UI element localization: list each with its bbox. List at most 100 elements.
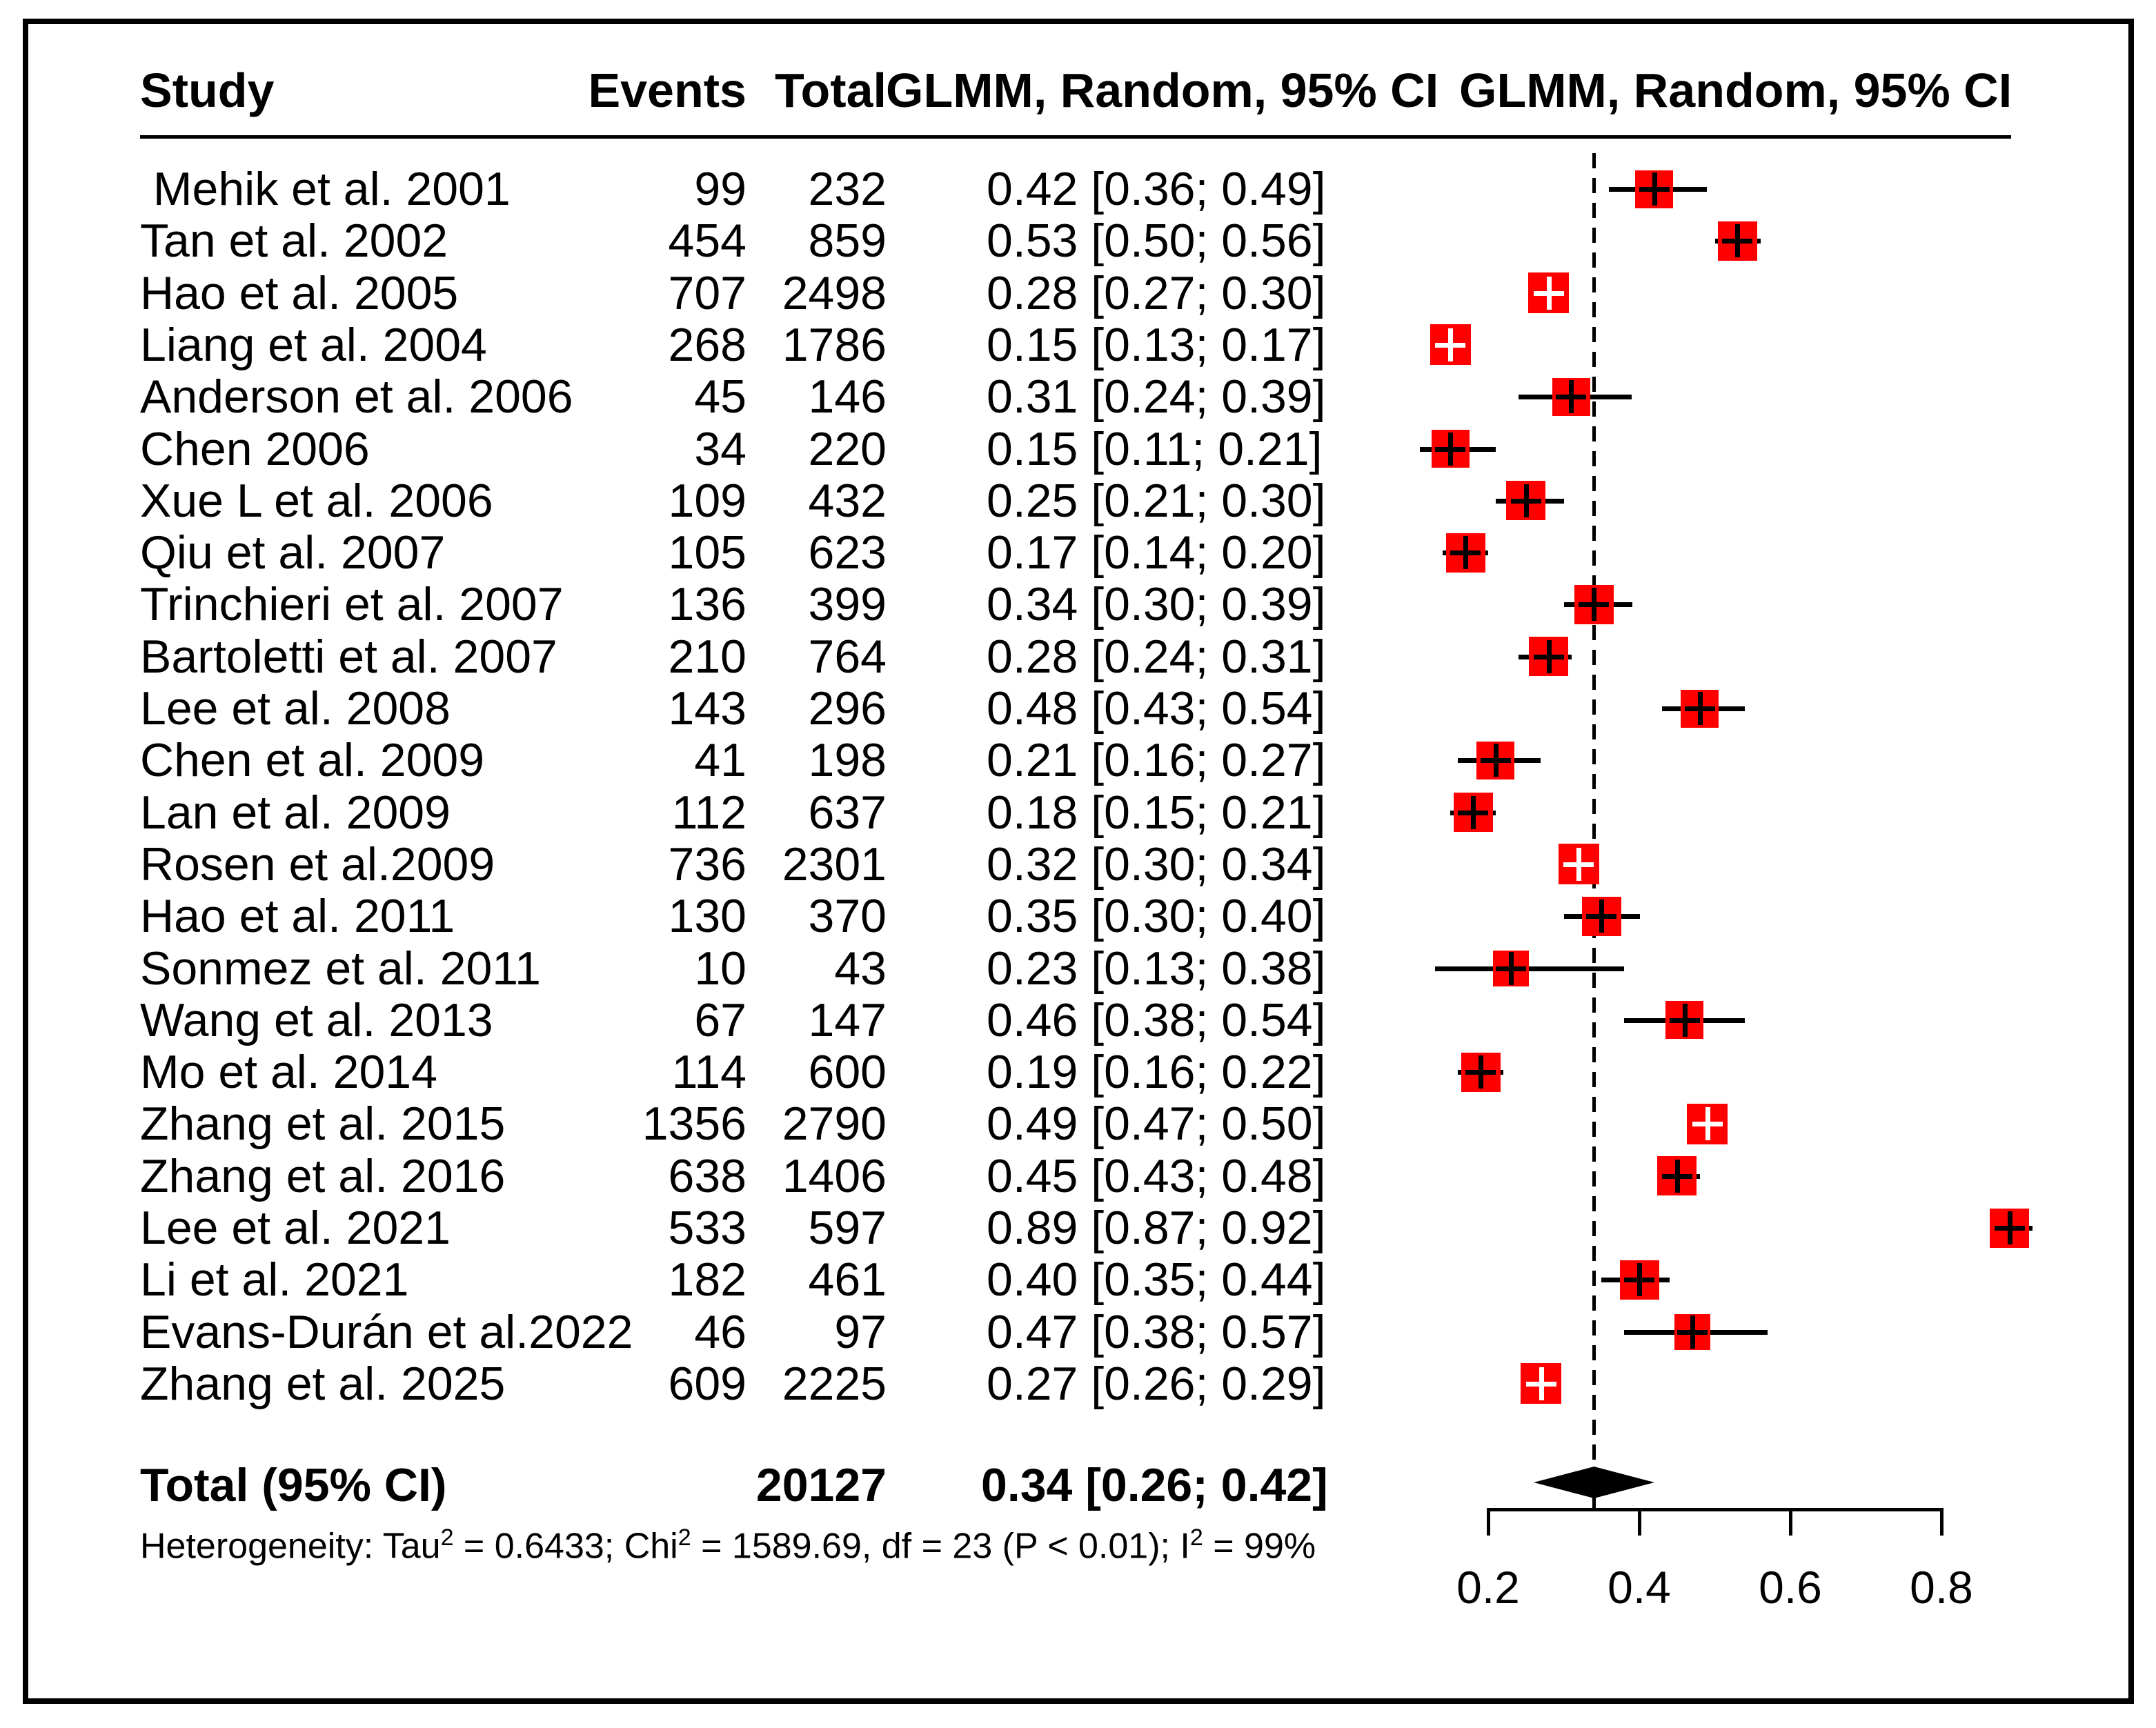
study-label: Qiu et al. 2007	[140, 526, 446, 579]
column-header-events: Events	[588, 63, 746, 117]
x-axis-tick-label: 0.6	[1759, 1562, 1822, 1613]
total-value: 600	[808, 1046, 887, 1098]
events-value: 143	[668, 682, 746, 735]
ci-text-value: 0.31 [0.24; 0.39]	[987, 370, 1326, 423]
het-sup: 2	[1189, 1525, 1203, 1551]
column-header-forest: GLMM, Random, 95% CI	[1459, 63, 2012, 117]
total-value: 859	[808, 215, 887, 267]
study-label: Anderson et al. 2006	[140, 370, 573, 423]
study-label: Bartoletti et al. 2007	[140, 630, 557, 683]
study-label: Hao et al. 2005	[140, 267, 459, 319]
events-value: 109	[668, 475, 746, 527]
het-sup: 2	[678, 1525, 691, 1551]
study-label: Li et al. 2021	[140, 1253, 409, 1306]
total-value: 461	[808, 1253, 887, 1306]
total-value: 637	[808, 786, 887, 839]
study-label: Lee et al. 2008	[140, 682, 451, 735]
total-row-total: 20127	[755, 1459, 887, 1511]
het-text: = 1589.69, df = 23 (P < 0.01); I	[691, 1526, 1190, 1567]
ci-text-value: 0.48 [0.43; 0.54]	[987, 682, 1326, 735]
total-value: 232	[808, 163, 887, 215]
x-axis-tick	[1638, 1508, 1641, 1536]
column-header-study: Study	[140, 63, 275, 117]
estimate-plus-marker	[1458, 811, 1488, 815]
study-label: Sonmez et al. 2011	[140, 942, 541, 995]
ci-whisker-line	[1435, 966, 1624, 971]
het-text: = 99%	[1203, 1526, 1316, 1567]
total-value: 2301	[782, 838, 887, 891]
total-value: 597	[808, 1202, 887, 1254]
total-value: 198	[808, 734, 887, 786]
events-value: 136	[668, 578, 746, 630]
study-label: Mehik et al. 2001	[140, 163, 511, 215]
events-value: 10	[694, 942, 746, 995]
estimate-plus-marker	[1556, 395, 1586, 399]
events-value: 105	[668, 526, 746, 579]
study-label: Tan et al. 2002	[140, 215, 448, 267]
heterogeneity-note: Heterogeneity: Tau2 = 0.6433; Chi2 = 158…	[140, 1526, 1316, 1564]
total-value: 146	[808, 370, 887, 423]
total-value: 2225	[782, 1358, 887, 1410]
total-value: 764	[808, 630, 887, 683]
estimate-plus-marker	[1692, 1122, 1723, 1126]
estimate-plus-marker	[1563, 862, 1594, 867]
ci-text-value: 0.42 [0.36; 0.49]	[987, 163, 1326, 215]
events-value: 609	[668, 1358, 746, 1410]
estimate-plus-marker	[1481, 758, 1511, 763]
pooled-estimate-dashed-line	[1592, 153, 1596, 1508]
events-value: 1356	[642, 1098, 746, 1150]
events-value: 45	[694, 370, 746, 423]
estimate-plus-marker	[1662, 1174, 1692, 1179]
study-label: Evans-Durán et al.2022	[140, 1306, 633, 1358]
events-value: 41	[694, 734, 746, 786]
ci-text-value: 0.46 [0.38; 0.54]	[987, 994, 1326, 1046]
total-value: 399	[808, 578, 887, 630]
study-label: Chen 2006	[140, 423, 370, 475]
ci-text-value: 0.47 [0.38; 0.57]	[987, 1306, 1326, 1358]
ci-text-value: 0.18 [0.15; 0.21]	[987, 786, 1326, 839]
total-value: 43	[834, 942, 887, 995]
ci-text-value: 0.25 [0.21; 0.30]	[987, 475, 1326, 527]
events-value: 130	[668, 890, 746, 942]
estimate-plus-marker	[1465, 1070, 1496, 1075]
events-value: 34	[694, 423, 746, 475]
events-value: 182	[668, 1253, 746, 1306]
ci-text-value: 0.28 [0.24; 0.31]	[987, 630, 1326, 683]
events-value: 533	[668, 1202, 746, 1254]
study-label: Mo et al. 2014	[140, 1046, 437, 1098]
total-value: 1406	[782, 1150, 887, 1202]
estimate-plus-marker	[1624, 1278, 1654, 1282]
het-text: = 0.6433; Chi	[453, 1526, 678, 1567]
events-value: 114	[671, 1046, 746, 1098]
ci-text-value: 0.28 [0.27; 0.30]	[987, 267, 1326, 319]
study-label: Zhang et al. 2016	[140, 1150, 506, 1202]
study-label: Trinchieri et al. 2007	[140, 578, 564, 630]
estimate-plus-marker	[1579, 602, 1609, 607]
ci-text-value: 0.19 [0.16; 0.22]	[987, 1046, 1326, 1098]
total-row-label: Total (95% CI)	[140, 1459, 447, 1511]
het-text: Heterogeneity: Tau	[140, 1526, 441, 1567]
estimate-plus-marker	[1435, 343, 1465, 348]
study-label: Wang et al. 2013	[140, 994, 493, 1046]
ci-text-value: 0.34 [0.30; 0.39]	[987, 578, 1326, 630]
total-value: 623	[808, 526, 887, 579]
ci-text-value: 0.35 [0.30; 0.40]	[987, 890, 1326, 942]
study-label: Hao et al. 2011	[140, 890, 455, 942]
study-label: Zhang et al. 2015	[140, 1098, 506, 1150]
total-value: 370	[808, 890, 887, 942]
events-value: 67	[694, 994, 746, 1046]
estimate-plus-marker	[1496, 966, 1526, 971]
ci-text-value: 0.53 [0.50; 0.56]	[987, 215, 1326, 267]
ci-text-value: 0.21 [0.16; 0.27]	[987, 734, 1326, 786]
events-value: 268	[668, 319, 746, 371]
total-value: 1786	[782, 319, 887, 371]
study-label: Chen et al. 2009	[140, 734, 485, 786]
total-value: 97	[834, 1306, 887, 1358]
x-axis-tick	[1940, 1508, 1944, 1536]
events-value: 454	[668, 215, 746, 267]
total-value: 432	[808, 475, 887, 527]
estimate-plus-marker	[1526, 1382, 1556, 1387]
total-value: 2498	[782, 267, 887, 319]
estimate-plus-marker	[1722, 239, 1752, 244]
study-label: Xue L et al. 2006	[140, 475, 493, 527]
